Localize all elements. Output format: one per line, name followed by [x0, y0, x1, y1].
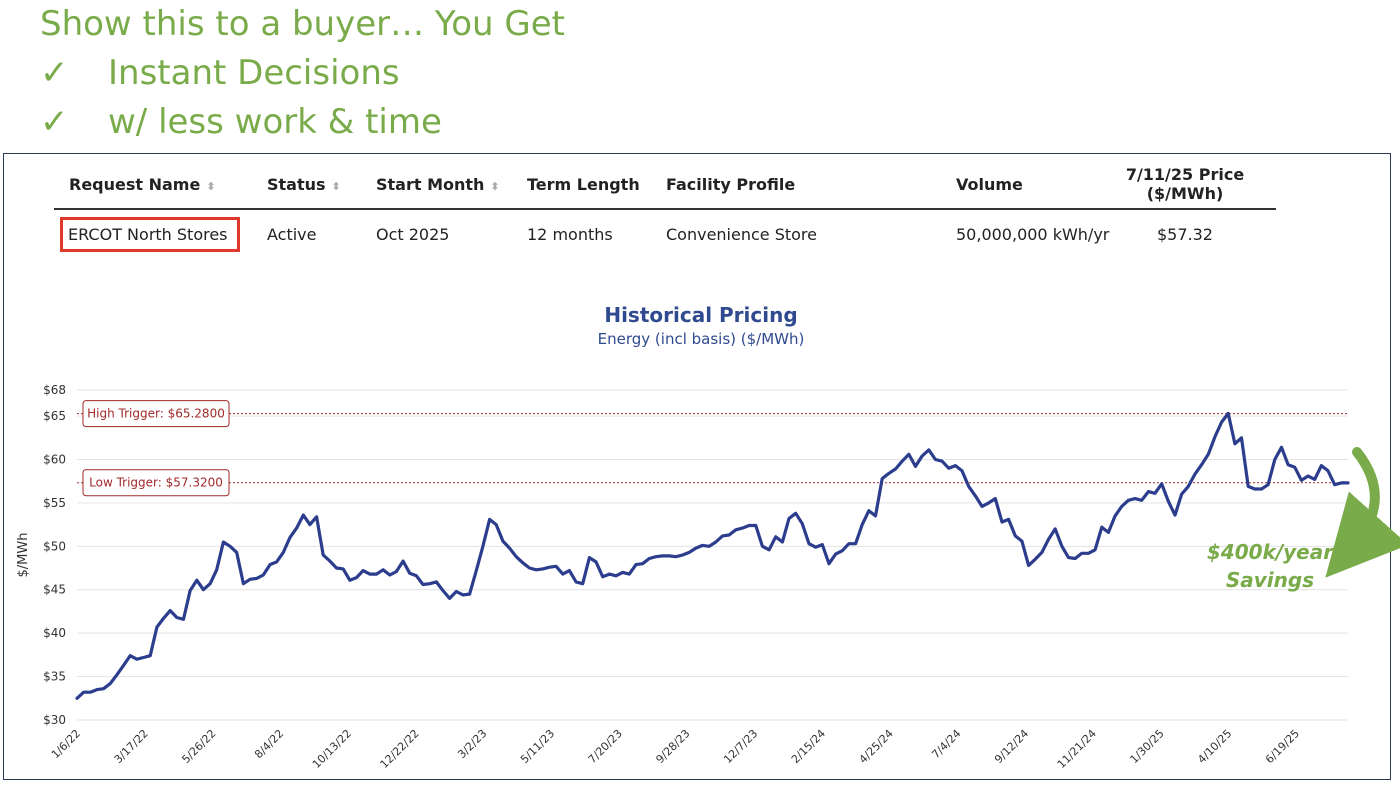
check-icon: ✓	[40, 53, 69, 93]
y-tick-label: $30	[43, 713, 66, 727]
x-tick-label: 9/28/23	[653, 727, 692, 766]
x-tick-label: 5/26/22	[179, 727, 218, 766]
bullet-text: w/ less work & time	[108, 102, 442, 142]
y-tick-label: $55	[43, 496, 66, 510]
x-tick-label: 5/11/23	[518, 727, 557, 766]
sort-icon[interactable]: ⬍	[490, 179, 500, 193]
savings-arrow-icon	[1325, 447, 1400, 578]
column-header-status[interactable]: Status ⬍	[252, 160, 361, 210]
y-tick-label: $50	[43, 539, 66, 553]
x-axis-ticks: 1/6/22 3/17/22 5/26/22 8/4/22 10/13/22 12/22/…	[49, 727, 1302, 771]
x-tick-label: 10/13/22	[310, 727, 354, 771]
x-tick-label: 7/4/24	[929, 727, 963, 761]
y-tick-label: $68	[43, 383, 66, 397]
x-tick-label: 12/22/22	[378, 727, 422, 771]
chart-subtitle: Energy (incl basis) ($/MWh)	[598, 330, 805, 348]
column-header-facility-profile: Facility Profile	[651, 160, 941, 210]
column-header-volume: Volume	[941, 160, 1111, 210]
cell-price: $57.32	[1157, 224, 1213, 244]
savings-label: Savings	[1225, 568, 1315, 592]
cell-term-length: 12 months	[527, 224, 613, 244]
column-header-term-length: Term Length	[512, 160, 651, 210]
table-header-row: Request Name ⬍ Status ⬍ Start Month ⬍ Term …	[54, 160, 1276, 210]
column-header-price: 7/11/25 Price ($/MWh)	[1111, 160, 1259, 210]
grid-lines: $30 $35 $40 $45 $50 $55 $60 $65 $68	[43, 383, 1348, 727]
savings-amount: $400k/year	[1206, 540, 1334, 564]
x-tick-label: 12/7/23	[721, 727, 760, 766]
chart-title: Historical Pricing	[604, 303, 797, 327]
table-row[interactable]: ERCOT North Stores Active Oct 2025 12 mo…	[54, 209, 1276, 258]
price-line	[75, 411, 1350, 700]
headline-title: Show this to a buyer… You Get	[40, 4, 565, 44]
x-tick-label: 4/10/25	[1195, 727, 1234, 766]
x-tick-label: 3/17/22	[112, 727, 151, 766]
x-tick-label: 3/2/23	[455, 727, 489, 761]
y-tick-label: $35	[43, 670, 66, 684]
trigger-label: Low Trigger: $57.3200	[89, 476, 223, 490]
headline-bullet: ✓ w/ less work & time	[40, 98, 565, 147]
column-header-start-month[interactable]: Start Month ⬍	[361, 160, 512, 210]
x-tick-label: 2/15/24	[789, 727, 828, 766]
trigger-label: High Trigger: $65.2800	[87, 407, 225, 421]
y-tick-label: $60	[43, 452, 66, 466]
x-tick-label: 7/20/23	[586, 727, 625, 766]
trigger-label-box	[82, 469, 230, 497]
screenshot-panel: Request Name ⬍ Status ⬍ Start Month ⬍ Term …	[3, 153, 1391, 780]
cell-status: Active	[267, 224, 317, 244]
highlighted-request-name[interactable]: ERCOT North Stores	[60, 216, 240, 252]
cell-start-month: Oct 2025	[376, 224, 450, 244]
x-tick-label: 8/4/22	[252, 727, 286, 761]
cell-volume: 50,000,000 kWh/yr	[956, 224, 1110, 244]
y-tick-label: $40	[43, 626, 66, 640]
cell-facility-profile: Convenience Store	[666, 224, 817, 244]
x-tick-label: 4/25/24	[857, 727, 896, 766]
savings-callout: $400k/year Savings	[1200, 538, 1340, 594]
request-table: Request Name ⬍ Status ⬍ Start Month ⬍ Term …	[54, 160, 1276, 258]
x-tick-label: 1/30/25	[1127, 727, 1166, 766]
y-tick-label: $65	[43, 409, 66, 423]
y-axis-label: $/MWh	[16, 533, 31, 578]
x-tick-label: 9/12/24	[992, 727, 1031, 766]
headline: Show this to a buyer… You Get ✓ Instant D…	[40, 0, 565, 147]
x-tick-label: 1/6/22	[49, 727, 83, 761]
check-icon: ✓	[40, 102, 69, 142]
x-tick-label: 6/19/25	[1263, 727, 1302, 766]
headline-bullet: ✓ Instant Decisions	[40, 49, 565, 98]
price-series	[75, 411, 1350, 700]
bullet-text: Instant Decisions	[108, 53, 400, 93]
x-tick-label: 11/21/24	[1055, 727, 1099, 771]
y-tick-label: $45	[43, 583, 66, 597]
trigger-label-box	[82, 400, 230, 428]
trigger-lines: High Trigger: $65.2800 Low Trigger: $57.3…	[77, 400, 1348, 497]
cell-request-name[interactable]: ERCOT North Stores	[54, 209, 252, 258]
column-header-request-name[interactable]: Request Name ⬍	[54, 160, 252, 210]
sort-icon[interactable]: ⬍	[331, 179, 341, 193]
column-header-spacer	[1259, 160, 1276, 210]
sort-icon[interactable]: ⬍	[206, 179, 216, 193]
